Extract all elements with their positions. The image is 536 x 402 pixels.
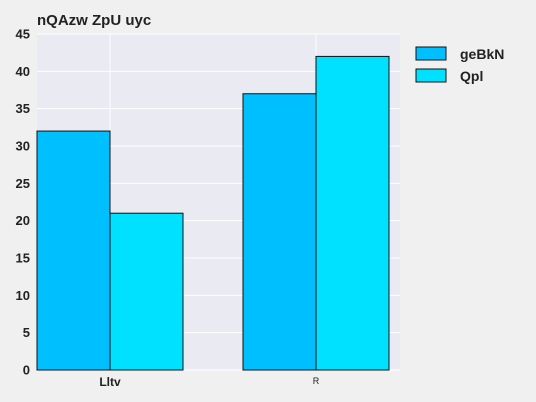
y-tick-label: 0 (23, 363, 30, 378)
legend: geBkN Qpl (415, 46, 504, 84)
y-tick-label: 35 (16, 101, 30, 116)
x-tick-label: Lltv (99, 375, 121, 389)
x-tick-label: R (313, 376, 320, 386)
bar-Qpl-R (315, 55, 390, 371)
y-tick-label: 25 (16, 176, 30, 191)
bar-Qpl-Lltv (109, 212, 184, 371)
y-tick-label: 40 (16, 64, 30, 79)
legend-label: Qpl (460, 68, 483, 84)
bar-group (36, 55, 390, 371)
y-tick-label: 15 (16, 251, 30, 266)
legend-label: geBkN (460, 46, 504, 62)
chart-title: nQAzw ZpU uyc (37, 12, 151, 29)
x-axis-ticks: Lltv R (99, 375, 319, 389)
y-tick-label: 30 (16, 139, 30, 154)
y-tick-label: 20 (16, 213, 30, 228)
bar-geBkN-R (242, 93, 317, 371)
y-tick-label: 10 (16, 288, 30, 303)
y-tick-label: 5 (23, 325, 30, 340)
legend-swatch (415, 46, 447, 61)
y-tick-label: 45 (16, 27, 30, 42)
y-axis-ticks: 0 5 10 15 20 25 30 35 40 45 (16, 27, 30, 378)
legend-swatch (415, 68, 447, 83)
bar-geBkN-Lltv (36, 130, 111, 371)
